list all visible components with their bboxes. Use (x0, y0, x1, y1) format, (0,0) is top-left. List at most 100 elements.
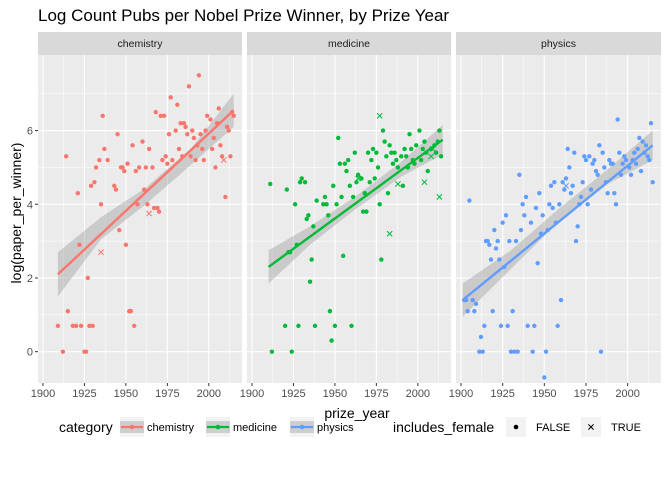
point (372, 176, 377, 181)
point (633, 161, 639, 166)
point (306, 213, 311, 218)
point (145, 202, 150, 207)
point (360, 209, 366, 214)
point (345, 157, 351, 163)
point (153, 109, 158, 115)
point (268, 181, 273, 187)
point (488, 257, 494, 262)
point (595, 172, 600, 177)
point (112, 183, 117, 189)
point (490, 308, 495, 314)
x-tick-label: 1925 (281, 388, 305, 400)
x-tick-label: 2000 (615, 388, 639, 400)
point (186, 84, 192, 89)
point (420, 146, 426, 152)
point (585, 202, 590, 207)
point (482, 323, 487, 329)
point (387, 143, 392, 148)
point (379, 257, 384, 262)
point (113, 187, 119, 192)
point (404, 154, 409, 159)
point (384, 154, 389, 159)
point (555, 323, 560, 329)
point (219, 154, 225, 159)
point (115, 132, 120, 137)
chart-title: Log Count Pubs per Nobel Prize Winner, b… (38, 6, 449, 25)
point (635, 146, 640, 152)
point (183, 124, 188, 130)
point (650, 179, 655, 185)
legend-item-chemistry: chemistry (120, 417, 195, 437)
regression-line (267, 138, 444, 268)
point (413, 143, 419, 148)
legend: category chemistry medicine physics includes… (59, 417, 641, 437)
point (161, 113, 167, 119)
point (632, 150, 637, 155)
facet-strip-label: physics (541, 38, 576, 50)
point (297, 179, 303, 185)
point (592, 157, 597, 163)
legend-label: TRUE (611, 422, 641, 434)
point (587, 154, 592, 159)
x-tick-label: 1900 (240, 388, 264, 400)
panel-background (38, 55, 242, 383)
legend-label: medicine (233, 422, 277, 434)
y-tick-label: 0 (27, 347, 33, 359)
point (575, 224, 580, 229)
point (365, 150, 371, 155)
point (88, 183, 94, 189)
point (299, 176, 304, 181)
point (78, 323, 84, 329)
point (598, 349, 604, 354)
point (510, 308, 515, 314)
point (63, 154, 69, 159)
facet-strip (456, 32, 661, 55)
point (497, 257, 502, 262)
legend-key-point (129, 424, 135, 430)
point (322, 194, 328, 200)
point (563, 176, 569, 181)
point (223, 194, 228, 200)
point (522, 213, 527, 218)
regression-line (461, 144, 654, 302)
facet-strip-label: medicine (328, 38, 370, 50)
point (389, 150, 394, 155)
point (580, 179, 585, 185)
point (198, 132, 203, 137)
point (392, 150, 397, 155)
legend-label: chemistry (147, 422, 195, 434)
point (100, 113, 105, 119)
point (55, 323, 61, 329)
point (213, 165, 218, 170)
point (543, 349, 549, 354)
point (269, 349, 275, 354)
point (467, 198, 472, 203)
point (218, 143, 223, 148)
point (342, 161, 348, 166)
point (143, 165, 149, 170)
point (643, 143, 649, 148)
legend-item-true: TRUE (581, 417, 641, 437)
point (542, 375, 547, 380)
point-female (421, 179, 428, 186)
x-tick-label: 2000 (406, 388, 430, 400)
point (537, 191, 542, 196)
point (65, 308, 71, 314)
x-tick-label: 1900 (31, 388, 55, 400)
point (181, 120, 187, 126)
point-female (376, 112, 383, 119)
point (472, 308, 477, 314)
x-tick-label: 1975 (574, 388, 598, 400)
point (141, 187, 147, 192)
point (573, 238, 579, 244)
point (578, 194, 584, 200)
point (296, 323, 301, 329)
point (513, 238, 519, 244)
point (289, 349, 294, 354)
point (321, 202, 326, 207)
point (135, 202, 140, 207)
point (307, 279, 313, 284)
point (160, 157, 165, 163)
point (607, 157, 612, 163)
